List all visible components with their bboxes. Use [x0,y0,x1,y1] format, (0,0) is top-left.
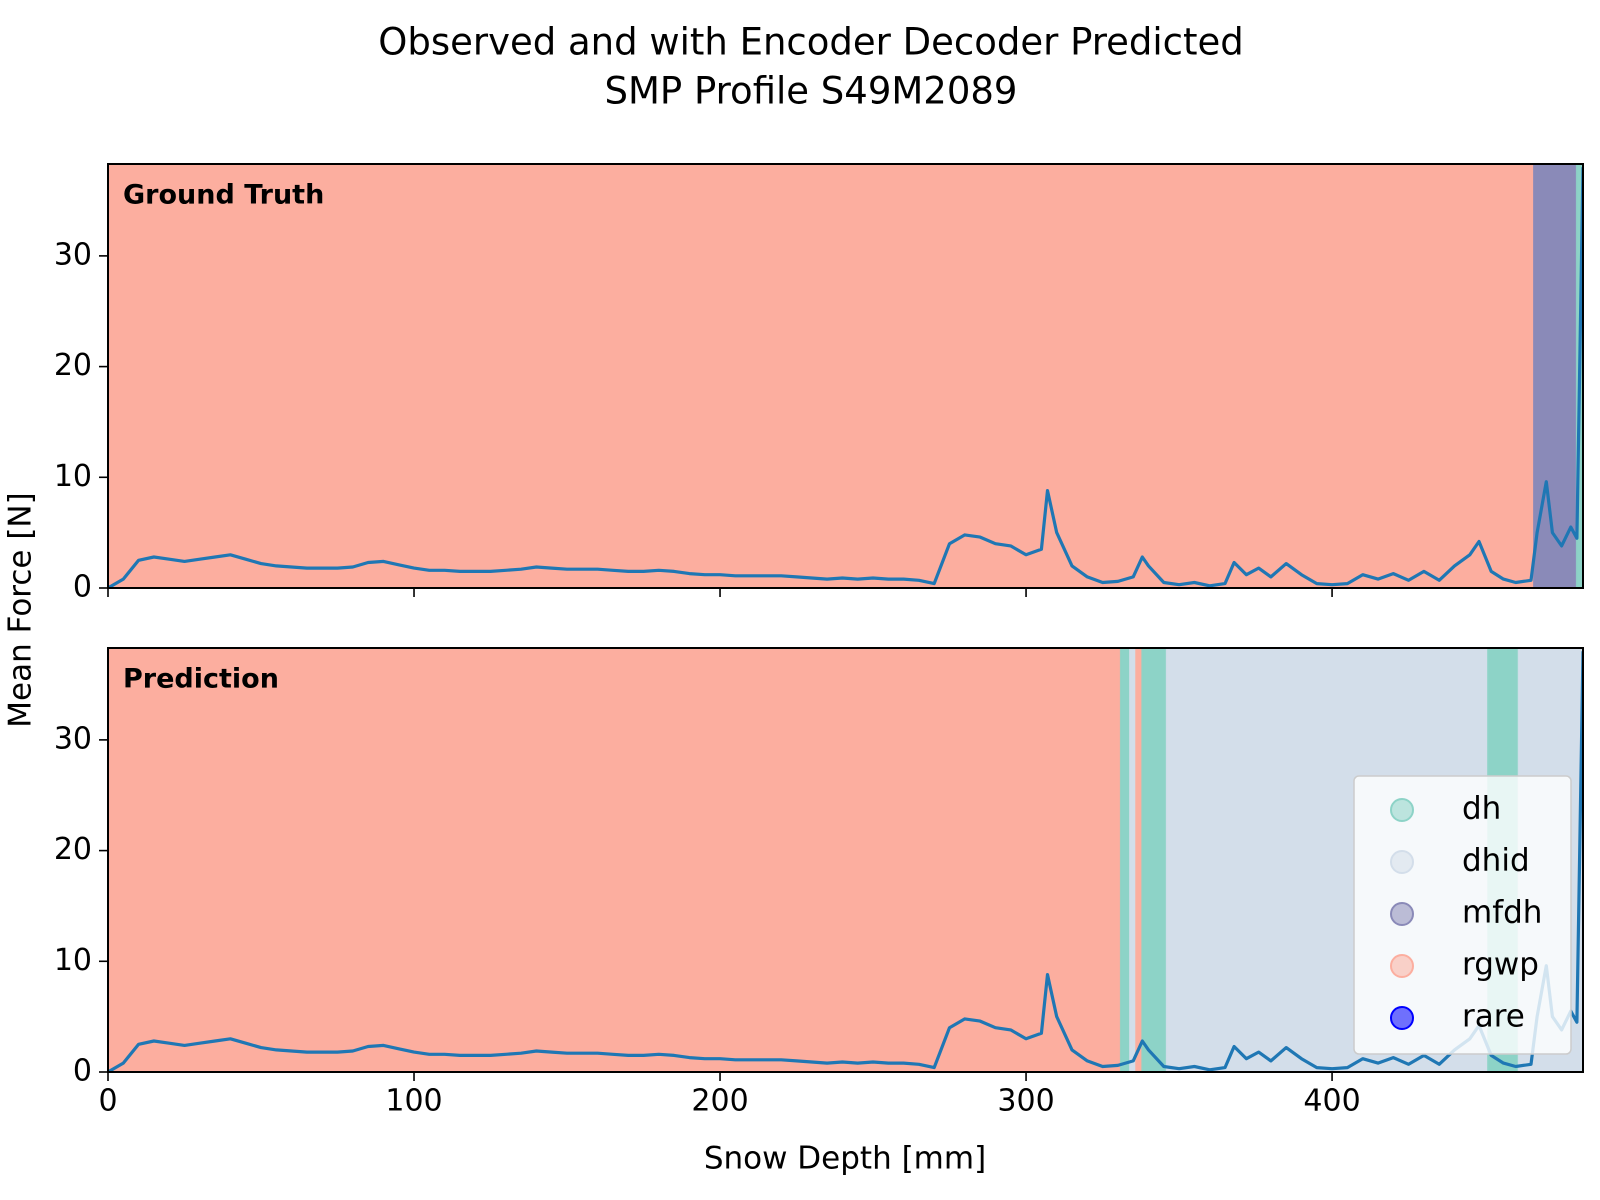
force-line [108,651,1583,1072]
y-tick-label: 10 [54,459,92,494]
y-tick-label: 0 [73,1054,92,1089]
y-axis-label: Mean Force [N] [3,492,39,727]
y-tick-label: 0 [73,570,92,605]
legend-label: mfdh [1462,895,1542,931]
x-tick-label: 200 [691,1084,748,1119]
class-band [108,648,1122,1072]
y-tick-label: 30 [54,237,92,272]
class-band [1141,648,1168,1072]
x-tick-label: 400 [1303,1084,1360,1119]
class-band [1533,164,1578,588]
chart-subtitle: SMP Profile S49M2089 [605,70,1018,113]
y-tick-label: 20 [54,348,92,383]
panel-label: Ground Truth [123,180,324,211]
legend-label: rgwp [1462,947,1539,983]
plot-area [108,648,1583,1072]
y-tick-label: 30 [54,721,92,756]
y-tick-label: 10 [54,943,92,978]
chart-title: Observed and with Encoder Decoder Predic… [378,21,1244,64]
legend-box [1353,775,1572,1055]
legend-marker [1390,850,1414,874]
legend-label: dhid [1462,843,1530,879]
force-line [108,167,1583,588]
x-tick-label: 300 [997,1084,1054,1119]
class-band [1119,648,1132,1072]
legend-marker [1390,954,1414,978]
legend-label: dh [1462,791,1501,827]
legend-marker [1390,902,1414,926]
y-tick-label: 20 [54,832,92,867]
legend-label: rare [1462,999,1525,1035]
plot-area [108,164,1583,588]
legend-marker [1390,798,1414,822]
axes-frame [107,647,1584,1073]
class-band [108,164,1536,588]
legend-marker [1390,1006,1414,1030]
x-tick-label: 0 [98,1084,117,1119]
x-tick-label: 100 [385,1084,442,1119]
panel-label: Prediction [123,664,279,695]
x-axis-label: Snow Depth [mm] [704,1141,986,1177]
axes-frame [107,163,1584,589]
